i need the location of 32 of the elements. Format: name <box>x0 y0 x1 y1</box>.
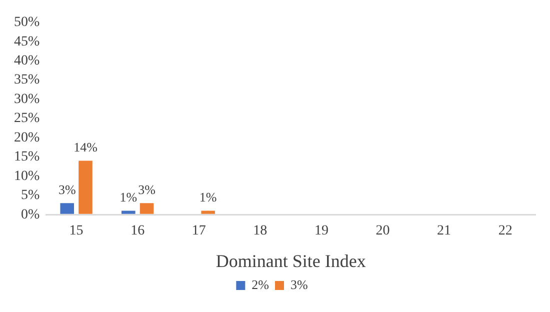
y-tick-label: 30% <box>14 92 40 107</box>
y-tick-label: 25% <box>14 111 40 126</box>
data-label: 3% <box>138 182 156 197</box>
x-tick-label: 17 <box>192 224 206 239</box>
x-axis-title: Dominant Site Index <box>216 250 366 271</box>
legend-label: 3% <box>290 276 308 292</box>
y-tick-label: 45% <box>14 34 40 50</box>
y-tick-label: 20% <box>14 130 40 146</box>
data-label: 1% <box>120 190 138 205</box>
legend-label: 2% <box>252 276 270 292</box>
y-tick-label: 50% <box>14 15 40 30</box>
x-tick-label: 21 <box>437 224 452 239</box>
bar <box>201 210 215 214</box>
x-tick-label: 20 <box>376 224 390 239</box>
y-tick-label: 15% <box>14 150 40 165</box>
x-tick-label: 15 <box>69 224 84 239</box>
y-tick-label: 35% <box>14 72 40 88</box>
y-tick-label: 5% <box>20 188 40 204</box>
data-label: 3% <box>58 182 76 197</box>
x-tick-label: 22 <box>498 224 512 239</box>
bar <box>78 160 92 214</box>
x-tick-label: 16 <box>130 224 145 239</box>
data-label: 1% <box>199 190 217 205</box>
y-tick-label: 10% <box>14 168 40 184</box>
y-tick-label: 0% <box>20 207 40 222</box>
bar <box>140 203 154 214</box>
y-tick-label: 40% <box>14 54 40 69</box>
bar <box>122 210 136 214</box>
x-tick-label: 18 <box>253 224 268 239</box>
bar <box>60 203 74 214</box>
x-tick-label: 19 <box>314 224 328 239</box>
data-label: 14% <box>74 140 98 155</box>
